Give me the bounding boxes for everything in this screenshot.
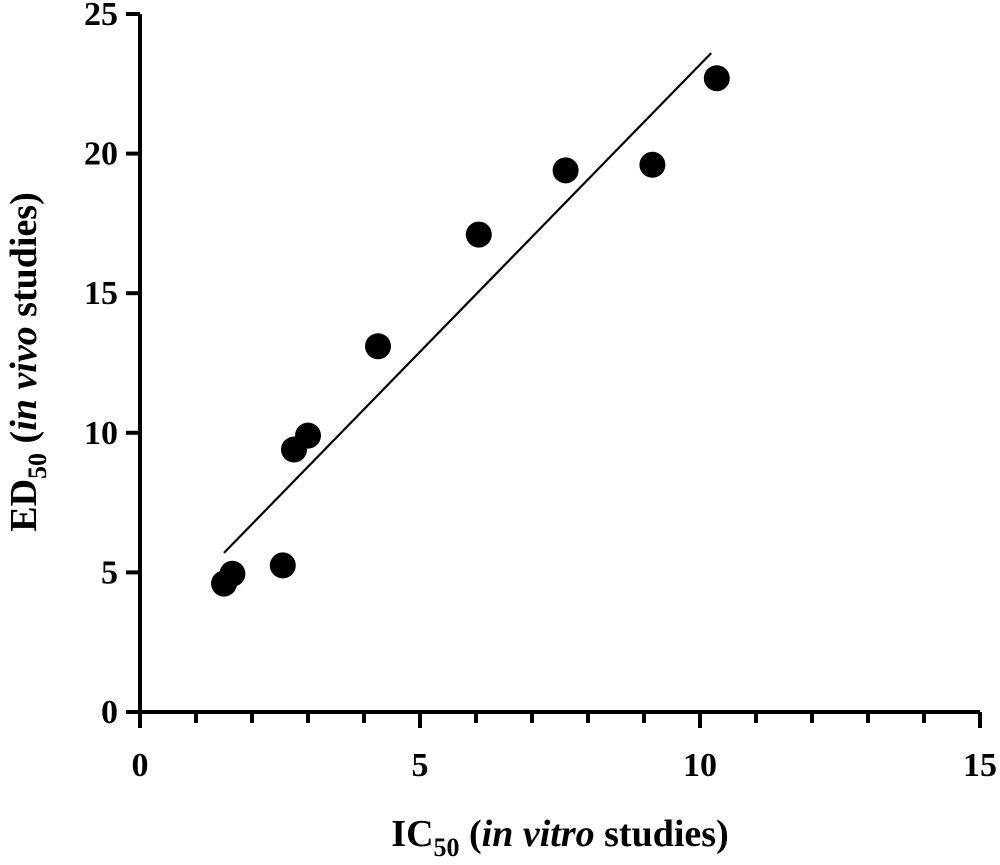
data-point [219,560,246,587]
x-axis-title-open: ( [460,813,482,855]
y-axis-title: ED50 (in vivo studies) [3,192,52,532]
y-tick-label: 25 [84,0,118,33]
data-point [465,221,492,248]
data-point [552,157,579,184]
ticks: 0 5 10 15 20 25 0 5 10 15 [84,0,997,784]
x-axis-title-italic: in vitro [482,813,595,855]
x-axis-title-prefix: IC [391,813,433,855]
y-tick-label: 15 [84,275,118,312]
y-axis-title-subscript: 50 [23,453,52,479]
data-point [639,151,666,178]
trend-line [223,52,712,554]
x-tick-label: 15 [963,747,997,784]
y-axis-title-italic: in vivo [3,326,45,430]
x-tick-label: 10 [683,747,717,784]
trend-line-layer [223,52,712,554]
y-axis-title-open: ( [3,431,45,453]
data-point [295,422,321,449]
x-tick-label: 5 [412,747,429,784]
x-axis-title: IC50 (in vitro studies) [391,813,728,862]
data-points [211,65,730,597]
data-point [703,65,730,92]
axes [138,14,980,714]
data-point [269,552,296,579]
y-tick-label: 20 [84,136,118,173]
y-tick-label: 10 [84,415,118,452]
x-tick-label: 0 [132,747,149,784]
y-tick-label: 0 [101,694,118,731]
y-axis-title-prefix: ED [3,479,45,532]
y-tick-label: 5 [101,554,118,591]
y-axis-title-suffix: studies) [3,192,45,326]
x-axis-title-subscript: 50 [434,833,460,862]
x-axis-title-suffix: studies) [595,813,729,855]
data-point [365,333,391,360]
